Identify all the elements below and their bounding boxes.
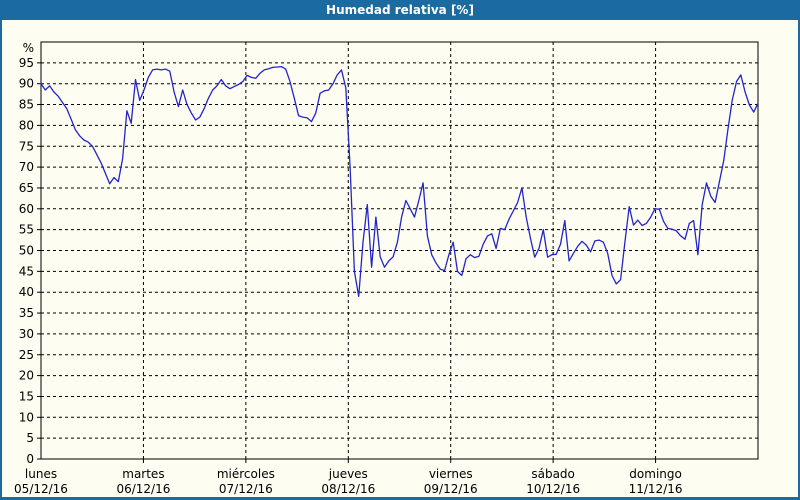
y-tick-label: 5 — [26, 431, 34, 445]
x-axis-weekday-label: jueves — [328, 467, 368, 481]
y-tick-label: 25 — [19, 348, 34, 362]
y-tick-label: 45 — [19, 264, 34, 278]
x-axis-weekday-label: sábado — [531, 467, 575, 481]
y-tick-label: 55 — [19, 223, 34, 237]
y-tick-label: 65 — [19, 181, 34, 195]
titlebar-bg — [0, 0, 800, 20]
y-tick-label: 80 — [19, 118, 34, 132]
y-tick-label: 50 — [19, 244, 34, 258]
x-axis-date-label: 10/12/16 — [526, 482, 580, 496]
y-tick-label: 0 — [26, 452, 34, 466]
x-axis-date-label: 06/12/16 — [116, 482, 170, 496]
window-titlebar: Humedad relativa [%] — [0, 0, 800, 20]
humidity-line — [40, 65, 759, 298]
y-tick-label: 85 — [19, 98, 34, 112]
x-axis-weekday-label: domingo — [629, 467, 682, 481]
y-tick-label: 15 — [19, 389, 34, 403]
y-tick-label: 75 — [19, 139, 34, 153]
x-axis-weekday-label: martes — [122, 467, 164, 481]
x-axis-date-label: 11/12/16 — [629, 482, 683, 496]
x-axis-date-label: 09/12/16 — [424, 482, 478, 496]
y-tick-label: 40 — [19, 285, 34, 299]
x-axis-weekday-label: viernes — [429, 467, 473, 481]
y-tick-label: 90 — [19, 77, 34, 91]
x-axis-date-label: 05/12/16 — [14, 482, 68, 496]
y-tick-label: 35 — [19, 306, 34, 320]
y-axis-unit-label: % — [23, 41, 34, 55]
x-axis-weekday-label: miércoles — [217, 467, 275, 481]
y-tick-label: 70 — [19, 160, 34, 174]
x-axis-date-label: 08/12/16 — [321, 482, 375, 496]
y-tick-label: 95 — [19, 56, 34, 70]
x-axis-weekday-label: lunes — [25, 467, 57, 481]
x-axis-date-label: 07/12/16 — [219, 482, 273, 496]
window-title: Humedad relativa [%] — [326, 3, 474, 17]
y-tick-label: 30 — [19, 327, 34, 341]
y-tick-label: 60 — [19, 202, 34, 216]
y-tick-label: 20 — [19, 369, 34, 383]
plot-frame — [40, 41, 759, 460]
y-tick-label: 10 — [19, 410, 34, 424]
